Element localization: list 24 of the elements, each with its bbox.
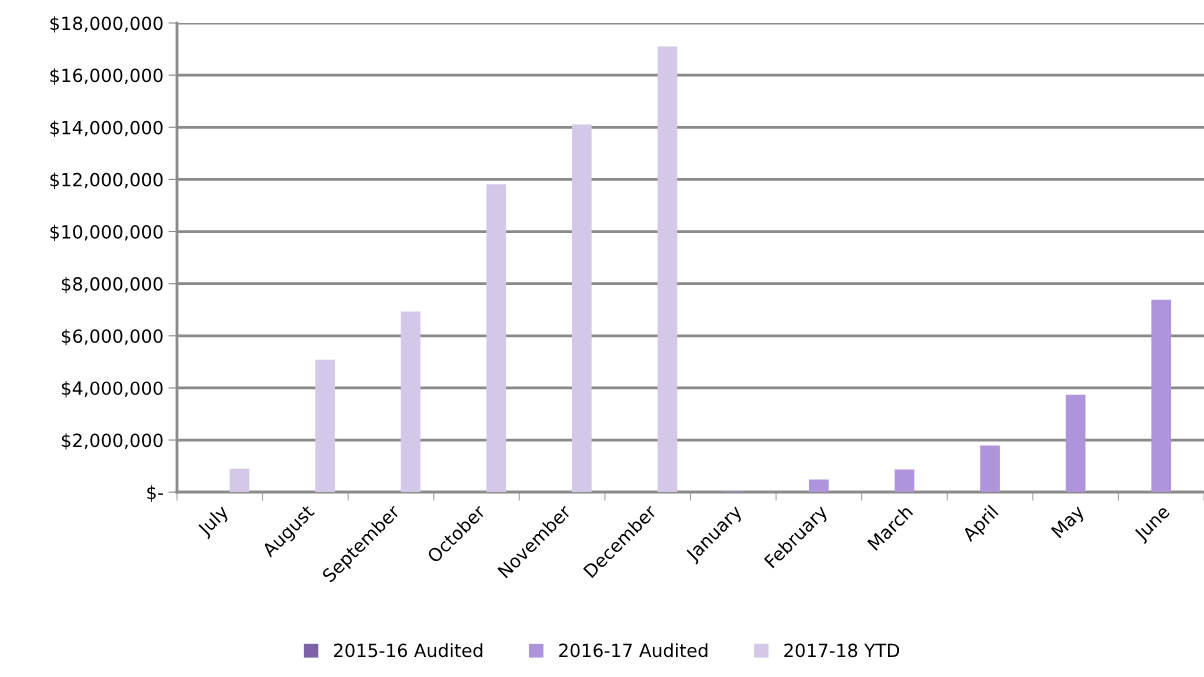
legend-label: 2016-17 Audited xyxy=(559,643,708,658)
bar xyxy=(657,46,678,493)
bar xyxy=(980,445,1000,493)
bar xyxy=(400,311,421,493)
bar xyxy=(809,479,829,493)
y-tick-label: $8,000,000 xyxy=(61,276,163,294)
y-tick-label: $6,000,000 xyxy=(61,328,163,346)
y-tick-label: $16,000,000 xyxy=(50,68,163,85)
bar xyxy=(229,468,250,493)
y-tick-label: $12,000,000 xyxy=(50,172,163,189)
bar xyxy=(315,359,335,493)
bar xyxy=(486,184,507,493)
y-tick-label: $4,000,000 xyxy=(61,381,163,398)
legend-label: 2015-16 Audited xyxy=(334,643,483,658)
bar xyxy=(571,124,592,493)
y-tick-label: $18,000,000 xyxy=(50,16,163,33)
y-tick-label: $10,000,000 xyxy=(50,224,163,242)
y-tick-label: $- xyxy=(147,485,163,502)
y-tick-label: $2,000,000 xyxy=(61,433,163,450)
bar xyxy=(894,469,915,493)
legend-label: 2017-18 YTD xyxy=(784,643,900,658)
bar xyxy=(1065,394,1086,493)
bar xyxy=(1151,299,1172,493)
y-tick-label: $14,000,000 xyxy=(50,120,163,137)
